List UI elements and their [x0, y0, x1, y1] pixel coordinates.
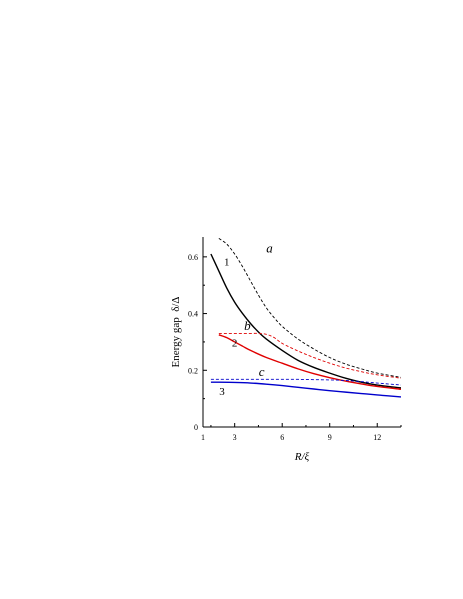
x-tick-label: 6	[280, 433, 284, 442]
y-tick-label: 0	[194, 423, 198, 432]
series-line-b	[218, 332, 401, 379]
curve-label-b: b	[244, 318, 251, 333]
y-tick-label: 0.4	[188, 310, 198, 319]
curve-label-2: 2	[232, 338, 238, 350]
x-tick-label: 1	[201, 433, 205, 442]
x-axis-title: R/ξ	[294, 451, 310, 463]
curve-label-3: 3	[219, 386, 225, 398]
curve-label-1: 1	[224, 256, 230, 268]
x-tick-label: 3	[233, 433, 237, 442]
curve-label-a: a	[266, 241, 273, 256]
series-line-1	[210, 253, 401, 389]
series-line-a	[218, 238, 401, 378]
plot-area: 1 3 6 9 12 0 0.2 0.4 0.6 R/ξ Energy gap δ/Δ a 1 b2 c 3	[170, 237, 402, 463]
y-axis-title: Energy gap δ/Δ	[170, 296, 182, 367]
x-tick-label: 9	[328, 433, 332, 442]
x-tick-label: 12	[373, 433, 381, 442]
series-line-3	[210, 381, 401, 398]
series-line-c	[210, 378, 401, 386]
y-tick-label: 0.6	[188, 253, 198, 262]
curve-label-c: c	[259, 364, 265, 379]
series-line-2	[218, 334, 401, 390]
y-tick-label: 0.2	[188, 366, 198, 375]
